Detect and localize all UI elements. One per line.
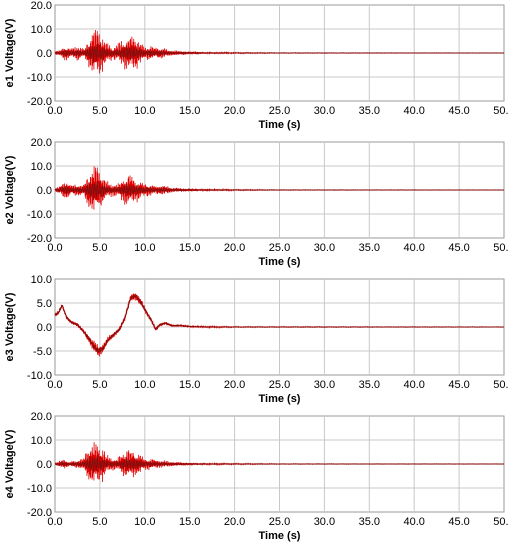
series-core-line-e1 xyxy=(54,43,505,64)
x-tick-label: 25.0 xyxy=(269,379,290,391)
y-tick-label: 10.0 xyxy=(31,161,52,173)
panel-e1: 0.0 5.0 10.0 15.0 20.0 25.0 30.0 35.0 40.0 45.0 50… xyxy=(4,0,509,131)
y-tick-label: -10.0 xyxy=(27,370,52,382)
x-tick-label: 45.0 xyxy=(448,379,469,391)
y-tick-label: 20.0 xyxy=(31,0,52,12)
y-tick-label: 0.0 xyxy=(37,185,52,197)
x-tick-label: 0.0 xyxy=(47,379,62,391)
y-tick-label: -20.0 xyxy=(27,507,52,519)
x-tick-label: 40.0 xyxy=(403,379,424,391)
x-tick-label: 0.0 xyxy=(47,242,62,254)
y-axis-label: e4 Voltage(V) xyxy=(4,429,16,498)
x-tick-label: 0.0 xyxy=(47,516,62,528)
y-tick-label: -10.0 xyxy=(27,483,52,495)
x-tick-label: 35.0 xyxy=(359,242,380,254)
x-tick-label: 20.0 xyxy=(224,105,245,117)
x-axis-label: Time (s) xyxy=(259,530,301,542)
x-tick-label: 45.0 xyxy=(448,105,469,117)
x-tick-label: 40.0 xyxy=(403,516,424,528)
panel-e2: 0.0 5.0 10.0 15.0 20.0 25.0 30.0 35.0 40.0 45.0 50… xyxy=(4,137,509,268)
y-tick-label: 20.0 xyxy=(31,411,52,423)
x-tick-label: 20.0 xyxy=(224,379,245,391)
x-tick-label: 15.0 xyxy=(179,516,200,528)
panel-e4: 0.0 5.0 10.0 15.0 20.0 25.0 30.0 35.0 40.0 45.0 50… xyxy=(4,411,509,542)
x-tick-label: 5.0 xyxy=(92,516,107,528)
x-tick-label: 25.0 xyxy=(269,105,290,117)
y-tick-label: -20.0 xyxy=(27,233,52,245)
x-tick-label: 15.0 xyxy=(179,379,200,391)
x-tick-label: 25.0 xyxy=(269,516,290,528)
y-tick-label: -20.0 xyxy=(27,96,52,108)
x-tick-label: 50.0 xyxy=(493,516,509,528)
x-tick-label: 30.0 xyxy=(314,242,335,254)
y-tick-label: 0.0 xyxy=(37,48,52,60)
x-tick-label: 50.0 xyxy=(493,105,509,117)
x-tick-label: 20.0 xyxy=(224,242,245,254)
y-tick-label: 0.0 xyxy=(37,459,52,471)
x-tick-label: 10.0 xyxy=(134,105,155,117)
x-tick-label: 45.0 xyxy=(448,242,469,254)
y-tick-label: 5.0 xyxy=(37,298,52,310)
series-core-line-e4 xyxy=(54,455,505,474)
series-core-line-e3 xyxy=(54,293,505,354)
x-tick-label: 35.0 xyxy=(359,379,380,391)
x-tick-label: 10.0 xyxy=(134,379,155,391)
x-tick-label: 30.0 xyxy=(314,516,335,528)
y-axis-label: e2 Voltage(V) xyxy=(4,155,16,224)
y-axis-label: e3 Voltage(V) xyxy=(4,292,16,361)
x-tick-label: 35.0 xyxy=(359,516,380,528)
x-axis-label: Time (s) xyxy=(259,119,301,131)
x-tick-label: 10.0 xyxy=(134,242,155,254)
x-tick-label: 50.0 xyxy=(493,242,509,254)
x-tick-label: 30.0 xyxy=(314,105,335,117)
x-tick-label: 40.0 xyxy=(403,242,424,254)
x-tick-label: 45.0 xyxy=(448,516,469,528)
x-tick-label: 5.0 xyxy=(92,379,107,391)
y-tick-label: -5.0 xyxy=(33,346,52,358)
x-tick-label: 0.0 xyxy=(47,105,62,117)
series-core-line-e2 xyxy=(54,180,505,201)
y-tick-label: 20.0 xyxy=(31,137,52,149)
x-tick-label: 15.0 xyxy=(179,105,200,117)
y-axis-label: e1 Voltage(V) xyxy=(4,18,16,87)
y-tick-label: -10.0 xyxy=(27,209,52,221)
x-tick-label: 5.0 xyxy=(92,242,107,254)
x-tick-label: 25.0 xyxy=(269,242,290,254)
x-tick-label: 50.0 xyxy=(493,379,509,391)
x-tick-label: 30.0 xyxy=(314,379,335,391)
y-tick-label: 10.0 xyxy=(31,274,52,286)
y-tick-label: 10.0 xyxy=(31,24,52,36)
x-tick-label: 40.0 xyxy=(403,105,424,117)
x-tick-label: 20.0 xyxy=(224,516,245,528)
x-tick-label: 10.0 xyxy=(134,516,155,528)
y-tick-label: 10.0 xyxy=(31,435,52,447)
x-tick-label: 35.0 xyxy=(359,105,380,117)
y-tick-label: 0.0 xyxy=(37,322,52,334)
x-axis-label: Time (s) xyxy=(259,393,301,405)
x-tick-label: 15.0 xyxy=(179,242,200,254)
y-tick-label: -10.0 xyxy=(27,72,52,84)
panel-e3: 0.0 5.0 10.0 15.0 20.0 25.0 30.0 35.0 40.0 45.0 50… xyxy=(4,274,509,405)
x-tick-label: 5.0 xyxy=(92,105,107,117)
x-axis-label: Time (s) xyxy=(259,256,301,268)
